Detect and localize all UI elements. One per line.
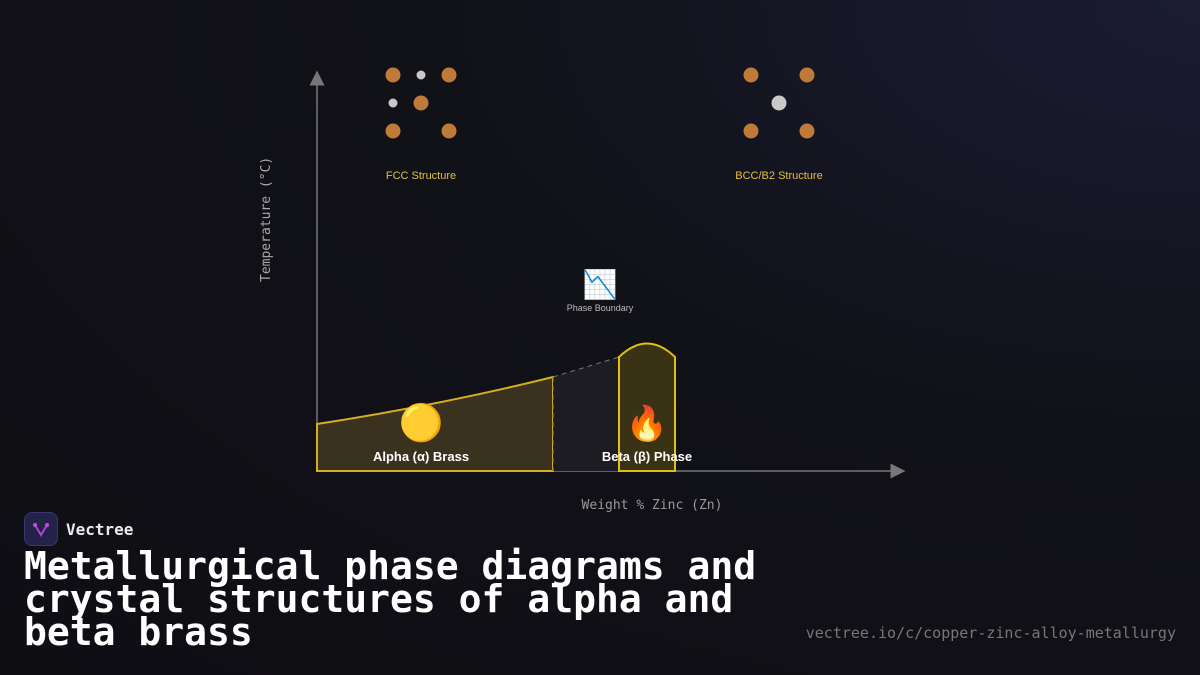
phase-boundary-line [552,356,620,378]
fcc-label: FCC Structure [386,170,456,182]
y-axis-label: Temperature (°C) [259,157,274,282]
x-axis-label: Weight % Zinc (Zn) [582,498,723,513]
bcc-label: BCC/B2 Structure [735,170,822,182]
brand: Vectree [24,512,133,546]
fcc-structure: FCC Structure [385,67,457,182]
bcc-structure: BCC/B2 Structure [735,67,823,182]
page-title: Metallurgical phase diagrams and crystal… [24,544,757,654]
source-url: vectree.io/c/copper-zinc-alloy-metallurg… [805,624,1176,642]
beta-label: Beta (β) Phase [602,449,692,464]
phase-boundary-icon: 📉 [583,268,618,301]
beta-region [618,342,676,472]
two-phase-region [553,357,619,471]
phase-boundary-label: Phase Boundary [567,303,634,313]
vectree-logo-icon [24,512,58,546]
beta-icon: 🔥 [626,404,668,443]
alpha-icon: 🟡 [399,402,444,443]
brand-name: Vectree [66,519,134,539]
alpha-label: Alpha (α) Brass [373,449,469,464]
